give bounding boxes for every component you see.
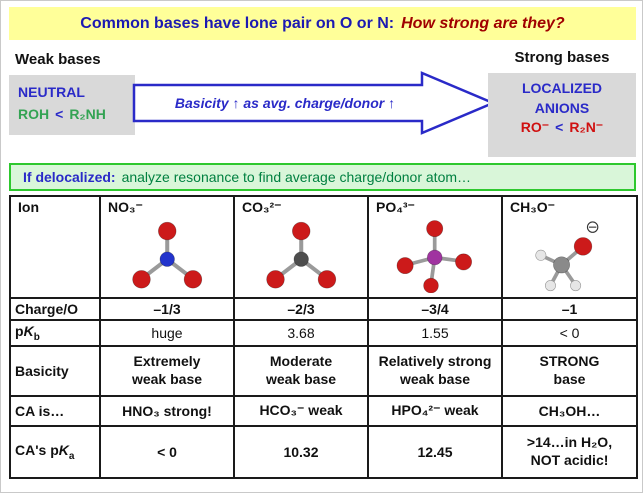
charge-po4: –3/4 [367,297,503,321]
charge-no3: –1/3 [99,297,235,321]
basicity-no3: Extremely weak base [99,344,235,397]
nitrate-formula: NO₃⁻ [108,199,143,215]
pkb-row-label: pKb [9,319,101,347]
ca-pka-row-label: CA's pKa [9,424,101,479]
strong-bases-heading: Strong bases [514,49,610,66]
carbonate-cell: CO₃²⁻ [233,195,369,299]
basicity-po4: Relatively strong weak base [367,344,503,397]
strong-type-line1: LOCALIZED [521,80,603,96]
strong-formula-right: R₂N⁻ [569,119,604,136]
ca-ch3o: CH₃OH… [501,394,638,427]
nitrate-molecule-icon [132,221,202,289]
delocalized-banner: If delocalized: analyze resonance to fin… [9,163,636,191]
charge-ch3o: –1 [501,297,638,321]
strong-formula-line: RO⁻ < R₂N⁻ [488,118,636,138]
carbonate-formula: CO₃²⁻ [242,199,282,215]
weak-bases-box: NEUTRAL ROH < R₂NH [9,75,135,135]
slide-title-main: Common bases have lone pair on O or N: [80,14,395,32]
weak-formula-right: R₂NH [69,105,106,122]
charge-row: Charge/O –1/3 –2/3 –3/4 –1 [9,297,638,321]
weak-formula-line: ROH < R₂NH [18,104,126,126]
phosphate-formula: PO₄³⁻ [376,199,415,215]
banner-rest: analyze resonance to find average charge… [121,169,472,185]
methoxide-cell: CH₃O⁻ [501,195,638,299]
strong-type-line2: ANIONS [534,99,590,116]
ca-co3: HCO₃⁻ weak [233,394,369,427]
ca-row-label: CA is… [9,394,101,427]
ion-header-label: Ion [18,199,39,215]
weak-type-label: NEUTRAL [18,84,85,100]
basicity-ch3o: STRONG base [501,344,638,397]
arrow-caption: Basicity ↑ as avg. charge/donor ↑ [174,95,396,111]
ca-no3: HNO₃ strong! [99,394,235,427]
pkb-ch3o: < 0 [501,319,638,347]
slide-title-emphasis: How strong are they? [401,14,565,32]
charge-row-label: Charge/O [9,297,101,321]
weak-formula-left: ROH [18,105,50,122]
ions-table: Ion NO₃⁻ [9,195,638,479]
right-arrow-icon [132,71,496,135]
ions-table-wrap: Ion NO₃⁻ [9,195,638,479]
basicity-row-label: Basicity [9,344,101,397]
methoxide-formula: CH₃O⁻ [510,199,555,215]
weak-comparator: < [55,105,64,122]
pkb-co3: 3.68 [233,319,369,347]
banner-lead: If delocalized: [23,169,116,185]
basicity-trend-arrow: Basicity ↑ as avg. charge/donor ↑ [132,71,496,135]
pkb-row: pKb huge 3.68 1.55 < 0 [9,319,638,347]
slide-title: Common bases have lone pair on O or N: H… [9,7,636,40]
strong-comparator: < [555,119,564,136]
ion-header-cell: Ion [9,195,101,299]
ca-po4: HPO₄²⁻ weak [367,394,503,427]
ca-pka-co3: 10.32 [233,424,369,479]
negative-charge-icon [586,221,599,233]
methoxide-molecule-icon [535,221,599,292]
phosphate-molecule-icon [396,220,473,293]
ca-pka-po4: 12.45 [367,424,503,479]
pkb-po4: 1.55 [367,319,503,347]
ca-pka-row: CA's pKa < 0 10.32 12.45 >14…in H₂O, NOT… [9,424,638,479]
basicity-row: Basicity Extremely weak base Moderate we… [9,344,638,397]
ion-row: Ion NO₃⁻ [9,195,638,299]
basicity-co3: Moderate weak base [233,344,369,397]
carbonate-molecule-icon [266,221,336,289]
weak-bases-heading: Weak bases [15,51,101,68]
phosphate-cell: PO₄³⁻ [367,195,503,299]
nitrate-cell: NO₃⁻ [99,195,235,299]
pkb-no3: huge [99,319,235,347]
strong-formula-left: RO⁻ [520,119,550,136]
strong-bases-box: LOCALIZED ANIONS RO⁻ < R₂N⁻ [488,73,636,157]
ca-pka-ch3o: >14…in H₂O, NOT acidic! [501,424,638,479]
ca-pka-no3: < 0 [99,424,235,479]
charge-co3: –2/3 [233,297,369,321]
ca-row: CA is… HNO₃ strong! HCO₃⁻ weak HPO₄²⁻ we… [9,394,638,427]
